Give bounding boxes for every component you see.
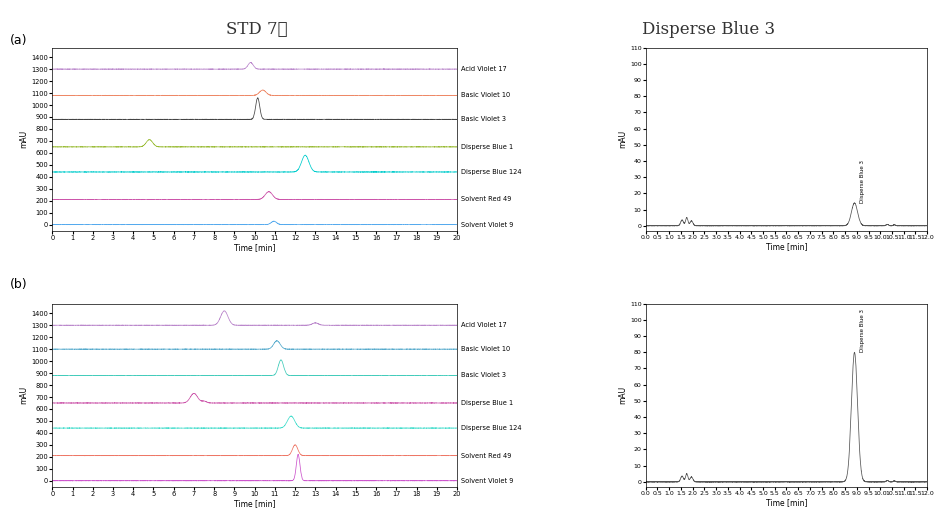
Y-axis label: mAU: mAU [618, 130, 627, 148]
Text: Disperse Blue 124: Disperse Blue 124 [461, 169, 522, 175]
Text: Disperse Blue 3: Disperse Blue 3 [860, 160, 864, 203]
Text: Acid Violet 17: Acid Violet 17 [461, 322, 507, 329]
Text: (a): (a) [10, 34, 27, 48]
Text: Basic Violet 10: Basic Violet 10 [461, 346, 511, 352]
Text: Disperse Blue 3: Disperse Blue 3 [860, 309, 864, 352]
Text: Disperse Blue 1: Disperse Blue 1 [461, 144, 514, 150]
Text: Disperse Blue 1: Disperse Blue 1 [461, 400, 514, 406]
Text: Disperse Blue 124: Disperse Blue 124 [461, 425, 522, 431]
Text: Acid Violet 17: Acid Violet 17 [461, 66, 507, 72]
Text: Basic Violet 3: Basic Violet 3 [461, 372, 506, 378]
Y-axis label: mAU: mAU [19, 130, 29, 148]
Text: Solvent Violet 9: Solvent Violet 9 [461, 222, 514, 227]
Text: Solvent Red 49: Solvent Red 49 [461, 453, 512, 459]
Text: (b): (b) [10, 278, 28, 291]
X-axis label: Time [min]: Time [min] [234, 243, 276, 252]
X-axis label: Time [min]: Time [min] [766, 242, 807, 251]
Text: Solvent Violet 9: Solvent Violet 9 [461, 478, 514, 484]
Text: Disperse Blue 3: Disperse Blue 3 [642, 21, 775, 38]
Y-axis label: mAU: mAU [19, 386, 29, 404]
X-axis label: Time [min]: Time [min] [766, 499, 807, 508]
Text: STD 7종: STD 7종 [226, 21, 287, 38]
Text: Solvent Red 49: Solvent Red 49 [461, 196, 512, 203]
Text: Basic Violet 3: Basic Violet 3 [461, 116, 506, 122]
Y-axis label: mAU: mAU [618, 386, 627, 404]
Text: Basic Violet 10: Basic Violet 10 [461, 93, 511, 98]
X-axis label: Time [min]: Time [min] [234, 499, 276, 508]
